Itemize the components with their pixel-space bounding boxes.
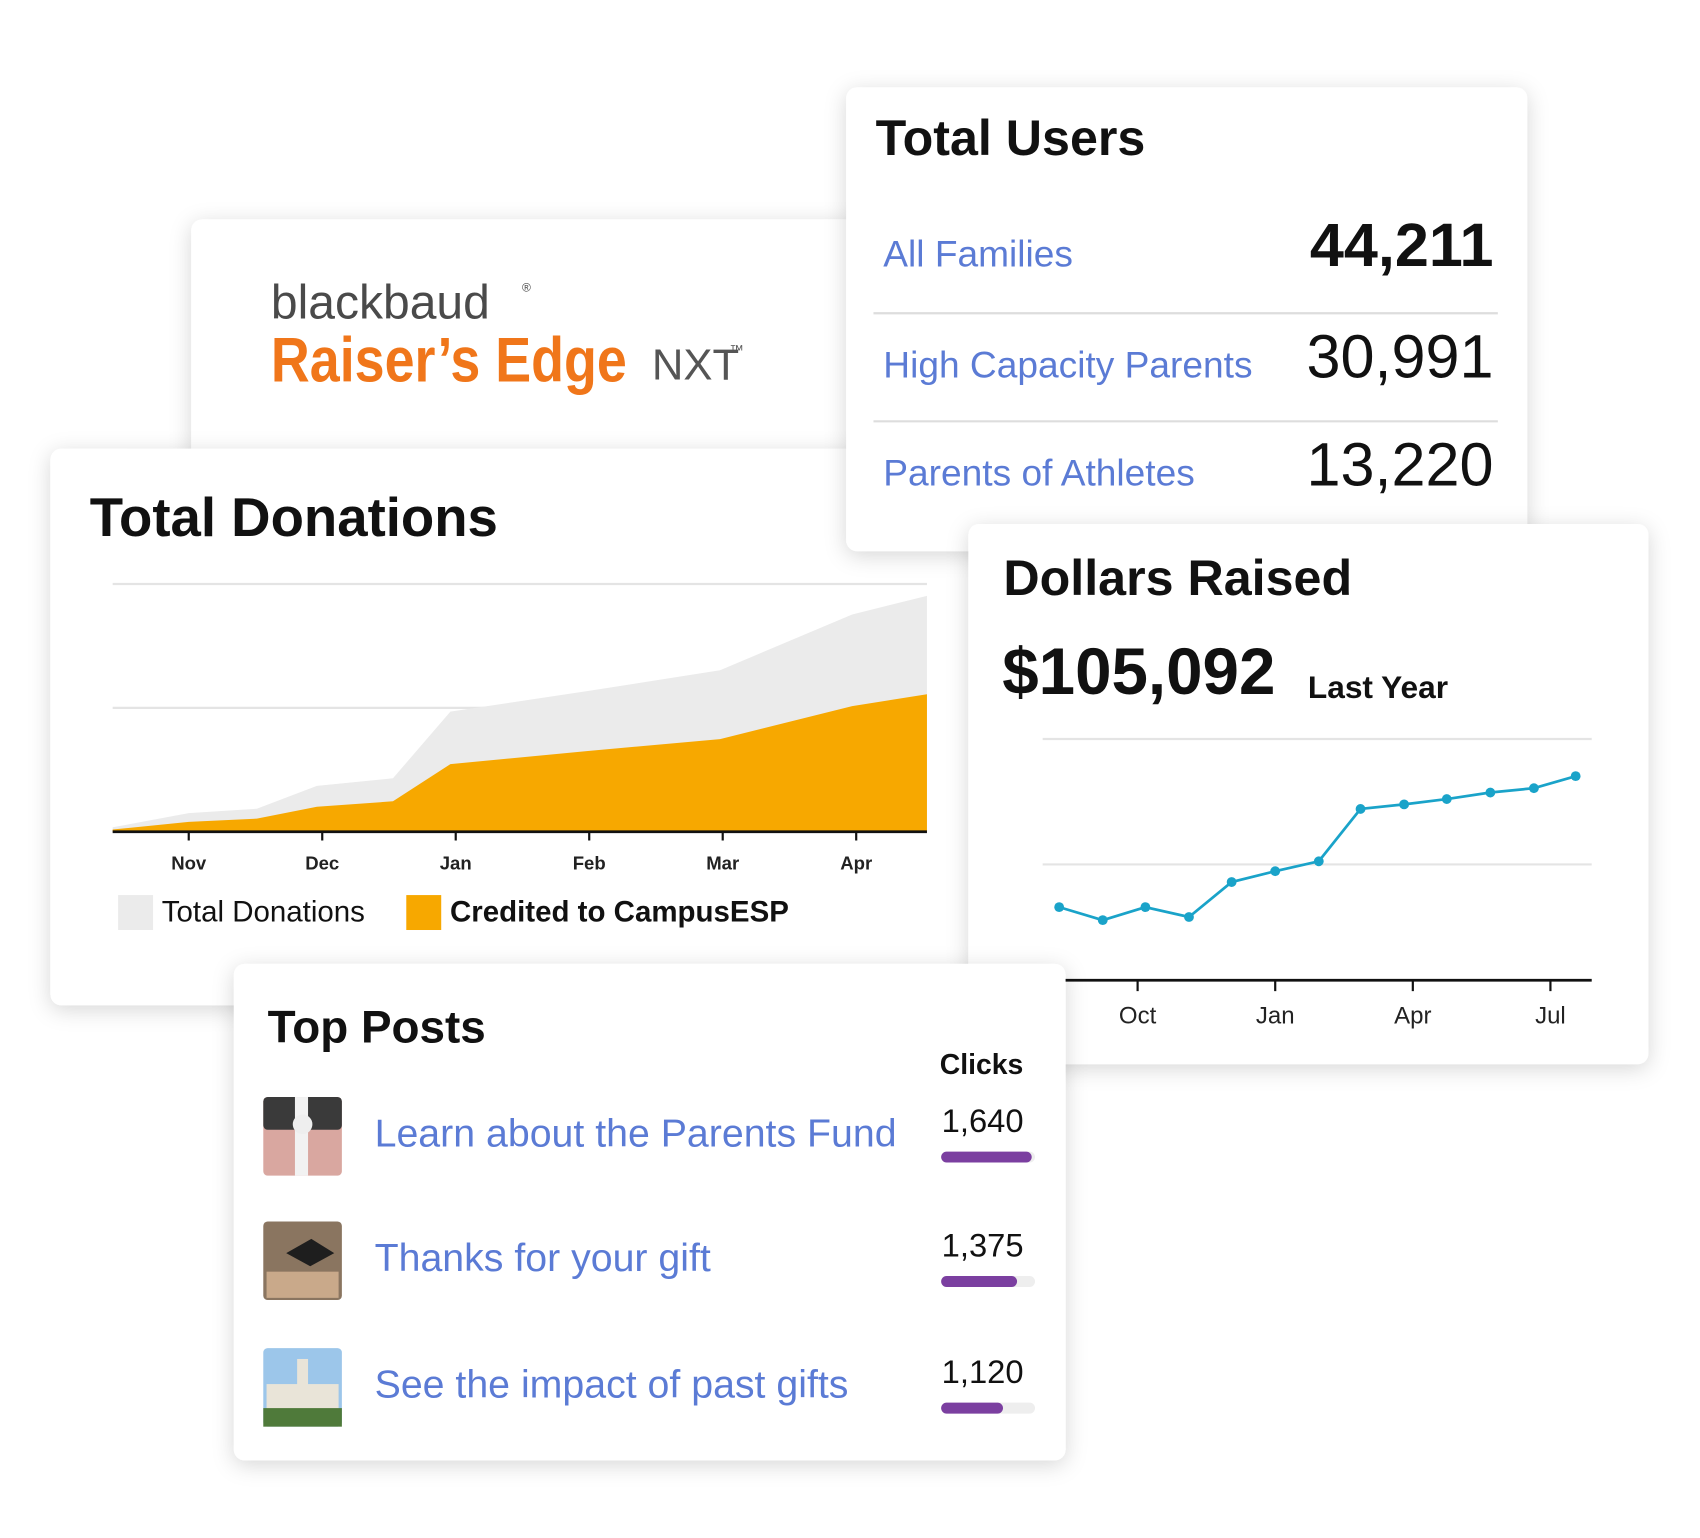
card-title: Top Posts <box>268 1002 486 1053</box>
thumbnail <box>263 1221 342 1301</box>
bar <box>941 1276 1018 1287</box>
post-title: Thanks for your gift <box>375 1236 711 1280</box>
point <box>1485 787 1496 798</box>
x-tick-label: Oct <box>1119 1003 1157 1030</box>
point <box>1529 783 1539 794</box>
x-tick-label: Jan <box>440 852 472 873</box>
card-title: Total Donations <box>90 487 498 548</box>
x-tick-label: Nov <box>171 852 207 873</box>
card-background <box>191 219 890 471</box>
bar <box>941 1402 1003 1414</box>
x-tick-label: Jul <box>1535 1003 1566 1030</box>
dollars-card: Dollars Raised $105,092 Last Year Oct Jan… <box>968 523 1649 1065</box>
legend-label: Credited to CampusESP <box>450 895 789 928</box>
product-name: Raiser’s Edge <box>271 325 627 395</box>
row-label: All Families <box>883 232 1073 274</box>
card-title: Total Users <box>876 110 1146 166</box>
total-amount: $105,092 <box>1002 635 1275 708</box>
x-tick-label: Jan <box>1256 1003 1295 1030</box>
point <box>1313 856 1324 867</box>
logo-card: blackbaud ® Raiser’s Edge NXT ™ <box>191 219 890 471</box>
x-tick-label: Mar <box>706 852 739 873</box>
donations-card: Total Donations Total Donations Credited … <box>50 448 1001 1006</box>
point <box>1399 799 1410 810</box>
point <box>1355 804 1366 814</box>
posts-card: Top Posts Clicks Learn about the Parents… <box>233 963 1066 1461</box>
row-value: 13,220 <box>1307 431 1494 499</box>
total-note: Last Year <box>1308 669 1448 705</box>
users-card: Total Users All Families 44,211 High Capac… <box>846 87 1528 552</box>
bar <box>941 1151 1032 1163</box>
point <box>1570 771 1581 782</box>
x-tick-label: Apr <box>1394 1003 1431 1030</box>
card-background <box>233 963 1066 1461</box>
thumbnail <box>263 1097 342 1176</box>
legend-label: Total Donations <box>162 895 365 928</box>
row-value: 44,211 <box>1310 211 1494 279</box>
product-suffix: NXT <box>652 340 739 389</box>
thumbnail <box>263 1348 342 1427</box>
post-title: See the impact of past gifts <box>375 1363 849 1407</box>
legend-swatch <box>406 895 442 931</box>
column-header: Clicks <box>940 1049 1024 1081</box>
post-title: Learn about the Parents Fund <box>375 1112 897 1156</box>
point <box>1054 902 1065 913</box>
clicks-label: 1,120 <box>942 1353 1024 1390</box>
legend-swatch <box>118 895 154 931</box>
card-background <box>968 523 1649 1065</box>
clicks-label: 1,640 <box>942 1102 1024 1139</box>
point <box>1441 794 1452 804</box>
clicks-label: 1,375 <box>942 1226 1024 1263</box>
point <box>1226 877 1237 887</box>
trademark: ™ <box>729 343 743 359</box>
card-background <box>846 87 1528 552</box>
row-label: High Capacity Parents <box>883 344 1252 386</box>
x-tick-label: Apr <box>840 852 872 873</box>
brand-mark: ® <box>522 280 531 294</box>
point <box>1184 912 1194 922</box>
brand: blackbaud <box>271 276 490 329</box>
x-tick-label: Dec <box>305 852 339 873</box>
row-value: 30,991 <box>1307 322 1494 390</box>
card-title: Dollars Raised <box>1003 550 1352 606</box>
point <box>1097 915 1108 926</box>
point <box>1140 902 1151 913</box>
area <box>112 694 927 832</box>
point <box>1270 866 1281 877</box>
row-label: Parents of Athletes <box>883 452 1194 494</box>
x-tick-label: Feb <box>573 852 606 873</box>
